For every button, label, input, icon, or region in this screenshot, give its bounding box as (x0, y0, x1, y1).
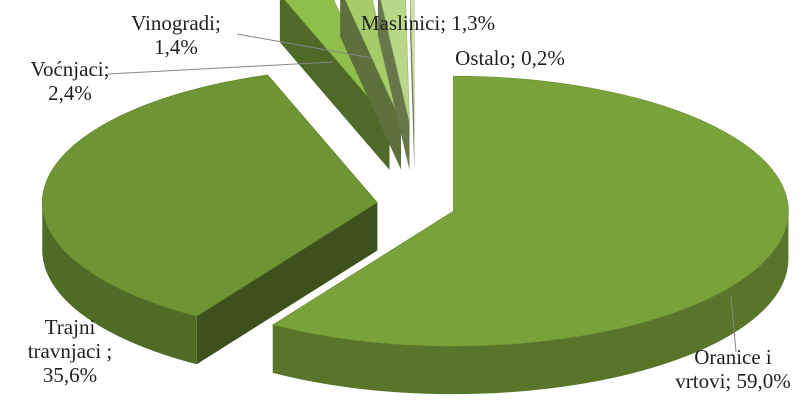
slice-top (345, 0, 402, 122)
pie-slice-oranice-i-vrtovi (272, 75, 789, 395)
pie-slice-trajni-travnjaci (42, 74, 378, 365)
leader-lines (107, 33, 737, 353)
slice-edge (272, 211, 789, 395)
labels-layer: Oranice i vrtovi; 59,0% Trajni travnjaci ; 3… (28, 11, 791, 393)
slices-layer (42, 0, 789, 395)
leader-line (730, 295, 737, 353)
slice-top (42, 74, 378, 317)
slice-edge (42, 202, 197, 365)
slice-wall (196, 202, 378, 365)
slice-top (410, 0, 415, 123)
slice-wall (340, 0, 401, 170)
pie-slice-maslinici (377, 0, 410, 170)
data-label-trajni-travnjaci: Trajni travnjaci ; 35,6% (28, 315, 113, 387)
data-label-ostalo: Ostalo; 0,2% (455, 46, 565, 70)
pie-slice-ostalo (410, 0, 415, 171)
data-label-maslinici: Maslinici; 1,3% (361, 11, 495, 35)
leader-line (236, 33, 373, 59)
slice-top (284, 0, 390, 123)
slice-wall (410, 0, 415, 171)
data-label-vo-njaci: Voćnjaci; 2,4% (31, 57, 110, 105)
pie-slice-vinogradi (340, 0, 402, 170)
leader-line (107, 61, 334, 75)
slice-wall (279, 0, 390, 170)
data-label-oranice-i-vrtovi: Oranice i vrtovi; 59,0% (675, 345, 791, 393)
slice-top (272, 75, 789, 347)
slice-top (380, 0, 410, 122)
slice-wall (377, 0, 410, 170)
data-label-vinogradi: Vinogradi; 1,4% (131, 11, 221, 59)
